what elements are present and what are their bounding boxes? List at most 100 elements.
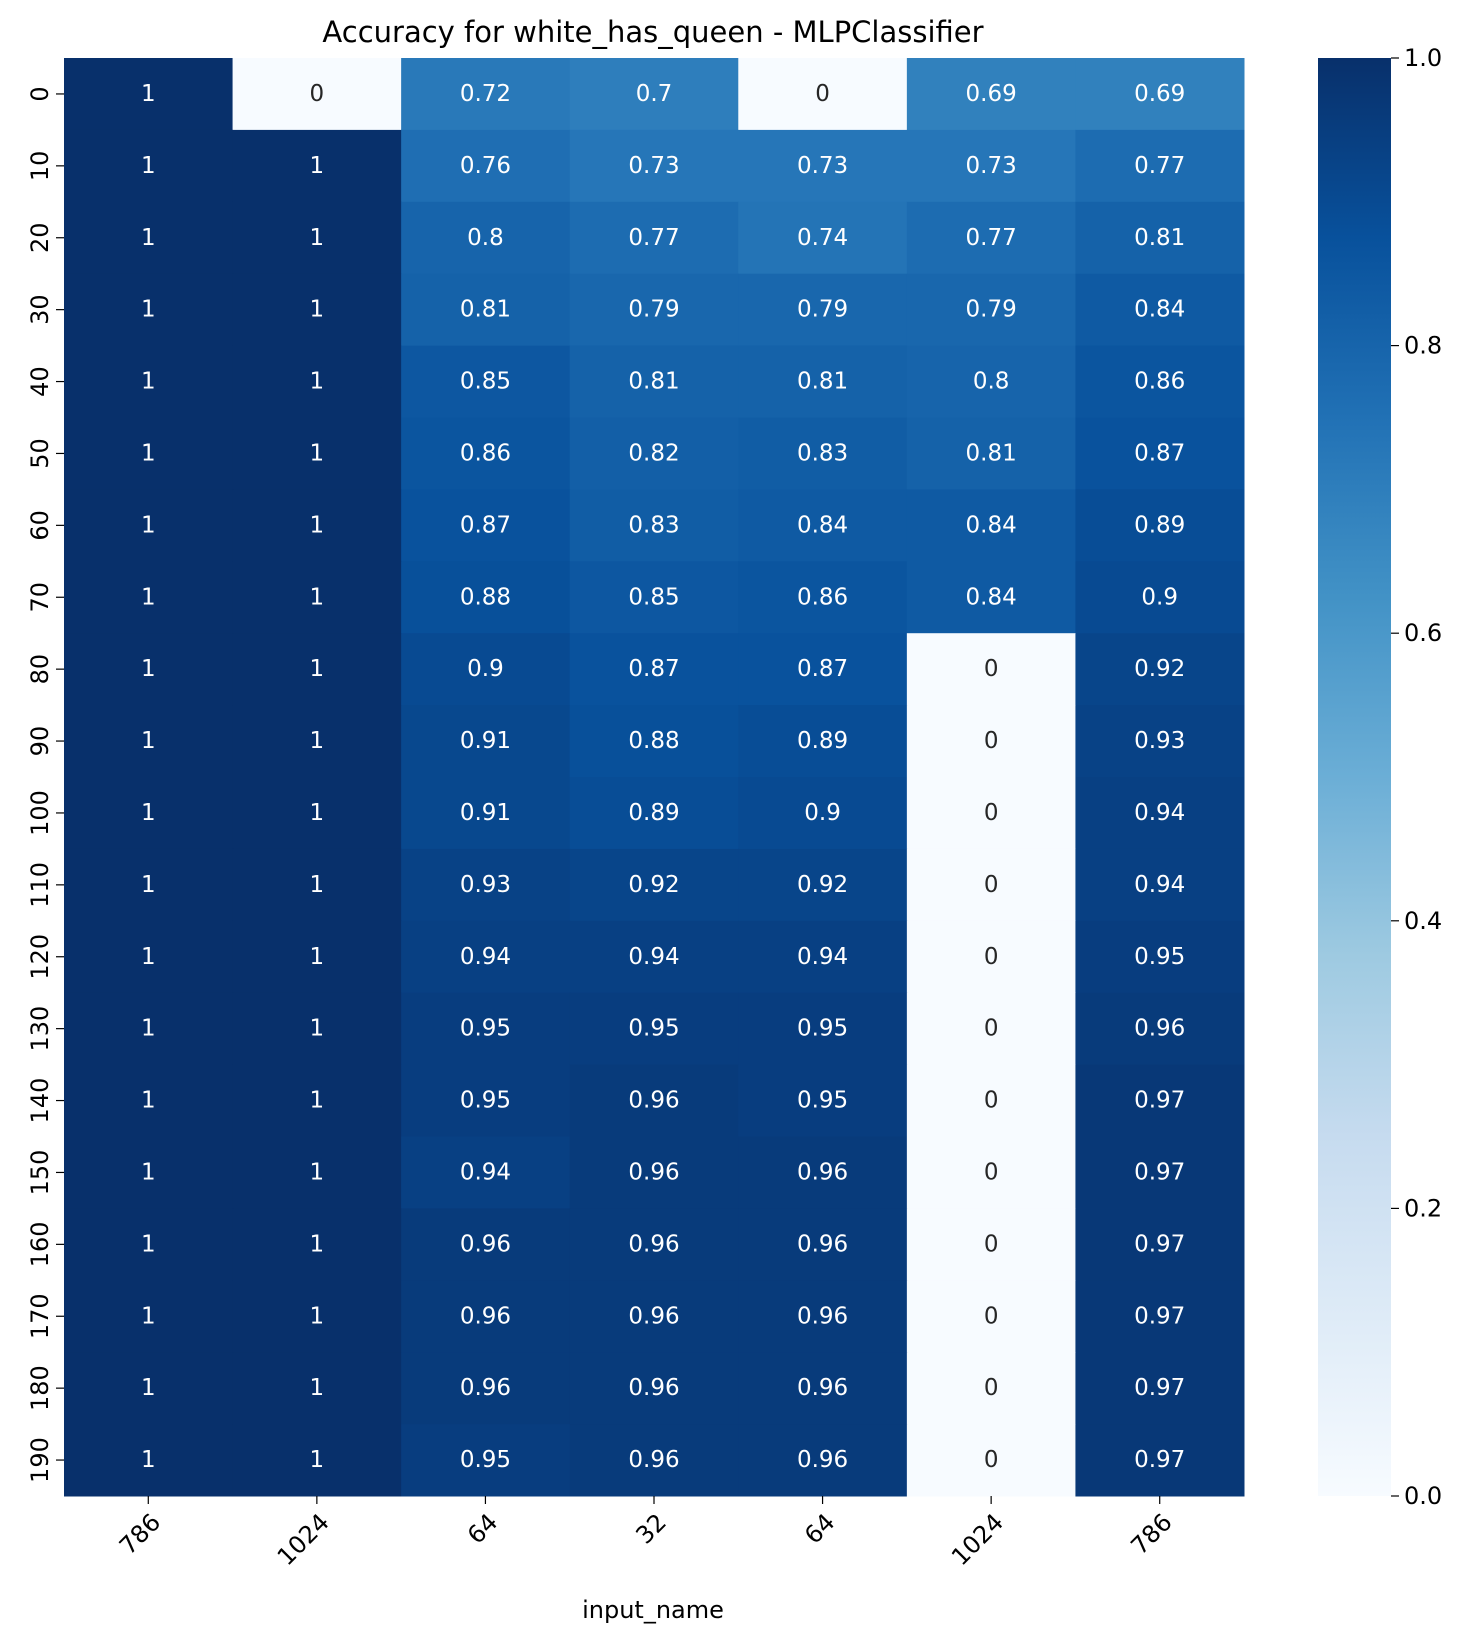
cell-value-label: 0.94 xyxy=(1134,872,1185,898)
cell-value-label: 0 xyxy=(984,1231,999,1257)
cell-value-label: 0.79 xyxy=(628,297,679,323)
cell-value-label: 1 xyxy=(141,1016,156,1042)
heatmap-cell xyxy=(906,273,1076,347)
heatmap-cell xyxy=(64,705,234,778)
heatmap-cell xyxy=(906,58,1076,131)
cell-value-label: 0.8 xyxy=(973,369,1010,395)
cell-value-label: 0.91 xyxy=(460,728,511,754)
cell-value-label: 0 xyxy=(984,1016,999,1042)
heatmap-cell xyxy=(401,201,571,275)
x-axis-label: input_name xyxy=(582,1596,724,1624)
cell-value-label: 0.9 xyxy=(804,800,841,826)
cell-value-label: 0.91 xyxy=(460,800,511,826)
heatmap-cell xyxy=(64,1064,234,1137)
heatmap-cell xyxy=(401,1064,571,1137)
cell-value-label: 0.77 xyxy=(966,225,1017,251)
cell-value-label: 0.96 xyxy=(797,1159,848,1185)
cell-value-label: 0 xyxy=(815,81,830,107)
heatmap-cell xyxy=(906,1136,1076,1209)
heatmap-cell xyxy=(232,129,402,203)
cell-value-label: 0.89 xyxy=(628,800,679,826)
heatmap-cell xyxy=(401,58,571,131)
heatmap-cell xyxy=(569,201,739,275)
heatmap-cell xyxy=(232,1352,402,1425)
cell-value-label: 1 xyxy=(310,153,325,179)
heatmap-cell xyxy=(401,345,571,418)
heatmap-cell xyxy=(569,1424,739,1497)
cell-value-label: 1 xyxy=(141,81,156,107)
heatmap-cell xyxy=(64,1136,234,1209)
cell-value-label: 0.83 xyxy=(797,440,848,466)
heatmap-cells xyxy=(64,58,1245,1497)
heatmap-cell xyxy=(1075,561,1245,634)
heatmap-cell xyxy=(232,777,402,850)
cell-value-label: 0.95 xyxy=(460,1088,511,1114)
heatmap-cell xyxy=(401,1424,571,1497)
cell-value-label: 0.95 xyxy=(797,1016,848,1042)
cell-value-label: 0 xyxy=(984,728,999,754)
heatmap-cell xyxy=(232,561,402,634)
cell-value-label: 1 xyxy=(310,872,325,898)
heatmap-cell xyxy=(64,129,234,203)
cell-value-label: 1 xyxy=(310,512,325,538)
cell-value-label: 0.7 xyxy=(636,81,673,107)
heatmap-cell xyxy=(906,345,1076,418)
cell-value-label: 0.94 xyxy=(628,944,679,970)
chart-title: Accuracy for white_has_queen - MLPClassi… xyxy=(322,15,983,49)
heatmap-cell xyxy=(738,1352,908,1425)
cell-value-label: 0.92 xyxy=(797,872,848,898)
heatmap-cell xyxy=(738,129,908,203)
cell-value-label: 1 xyxy=(310,944,325,970)
cell-value-label: 0.81 xyxy=(966,440,1017,466)
cell-value-label: 0.97 xyxy=(1134,1447,1185,1473)
heatmap-cell xyxy=(569,1064,739,1137)
cell-value-label: 0.86 xyxy=(460,440,511,466)
heatmap-cell xyxy=(1075,777,1245,850)
heatmap-cell xyxy=(569,58,739,131)
cell-value-label: 0 xyxy=(984,872,999,898)
cell-value-label: 0.85 xyxy=(628,584,679,610)
heatmap-cell xyxy=(1075,201,1245,275)
cell-value-label: 0.92 xyxy=(1134,656,1185,682)
cell-value-label: 0.96 xyxy=(797,1447,848,1473)
cell-value-label: 1 xyxy=(310,1375,325,1401)
y-tick-label: 20 xyxy=(26,222,54,253)
cell-value-label: 0.72 xyxy=(460,81,511,107)
y-tick-label: 50 xyxy=(26,438,54,469)
heatmap-cell xyxy=(906,633,1076,706)
heatmap-cell xyxy=(906,705,1076,778)
heatmap-cell xyxy=(64,345,234,418)
heatmap-cell xyxy=(1075,1136,1245,1209)
heatmap-cell xyxy=(232,992,402,1066)
heatmap-cell xyxy=(232,1424,402,1497)
cell-value-label: 1 xyxy=(141,512,156,538)
cell-value-label: 0.96 xyxy=(1134,1016,1185,1042)
heatmap-cell xyxy=(64,273,234,347)
heatmap-cell xyxy=(232,1208,402,1281)
heatmap-cell xyxy=(1075,273,1245,347)
cell-value-label: 0.96 xyxy=(628,1447,679,1473)
cell-value-label: 0 xyxy=(984,1088,999,1114)
cell-value-label: 0.96 xyxy=(628,1088,679,1114)
heatmap-cell xyxy=(738,1208,908,1281)
cell-value-label: 1 xyxy=(310,656,325,682)
x-tick-label: 64 xyxy=(462,1508,503,1549)
heatmap-cell xyxy=(1075,633,1245,706)
cell-value-label: 0.94 xyxy=(460,1159,511,1185)
cell-value-label: 1 xyxy=(141,728,156,754)
heatmap-cell xyxy=(1075,417,1245,490)
heatmap-cell xyxy=(906,1280,1076,1353)
heatmap-cell xyxy=(906,992,1076,1066)
heatmap-cell xyxy=(906,777,1076,850)
heatmap-cell xyxy=(569,777,739,850)
heatmap-cell xyxy=(569,417,739,490)
cell-value-label: 1 xyxy=(310,1159,325,1185)
heatmap-cell xyxy=(1075,129,1245,203)
heatmap-cell xyxy=(401,1208,571,1281)
y-tick-label: 0 xyxy=(26,86,54,101)
heatmap-cell xyxy=(232,273,402,347)
cell-value-label: 0.96 xyxy=(797,1231,848,1257)
heatmap-cell xyxy=(64,1280,234,1353)
y-tick-label: 110 xyxy=(26,862,54,908)
cell-value-label: 0.83 xyxy=(628,512,679,538)
